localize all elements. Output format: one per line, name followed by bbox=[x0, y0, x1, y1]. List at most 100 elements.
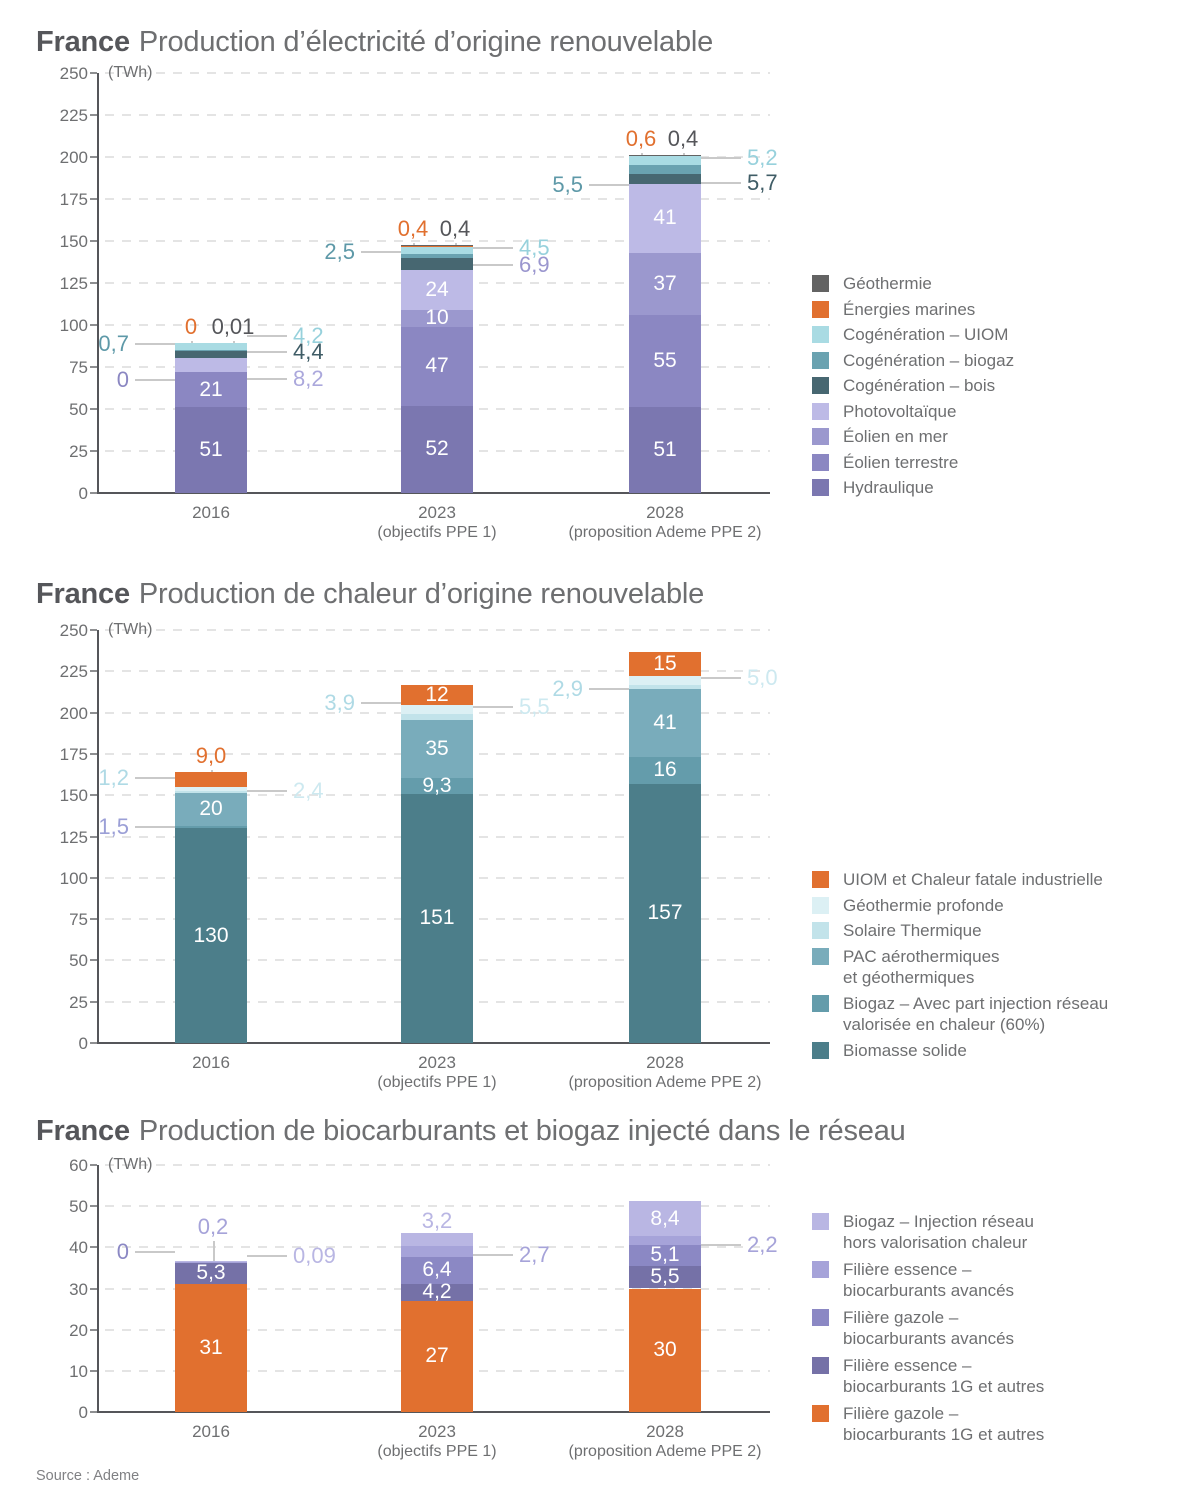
top-callout-label: 3,2 bbox=[421, 1207, 453, 1233]
bar-segment bbox=[629, 1235, 701, 1245]
legend-swatch bbox=[812, 1041, 829, 1059]
bar-segment bbox=[175, 828, 247, 1043]
legend-label: Solaire Thermique bbox=[843, 921, 982, 940]
bar-segment bbox=[401, 269, 473, 310]
legend-label: Hydraulique bbox=[843, 478, 934, 497]
top-callout-label: 9,0 bbox=[195, 742, 227, 768]
y-tick-label: 0 bbox=[78, 1403, 88, 1422]
y-tick-mark bbox=[90, 114, 97, 116]
y-tick-label: 200 bbox=[59, 703, 88, 723]
chart3-title: France Production de biocarburants et bio… bbox=[36, 1115, 906, 1148]
source-note: Source : Ademe bbox=[36, 1468, 140, 1484]
value-label: 37 bbox=[653, 271, 677, 295]
y-tick-label: 100 bbox=[59, 316, 88, 335]
bar-segment bbox=[629, 165, 701, 175]
bar-segment bbox=[629, 651, 701, 677]
value-label: 16 bbox=[653, 758, 677, 782]
bar-segment bbox=[175, 1284, 247, 1412]
chart3-title-country: France bbox=[36, 1115, 130, 1147]
y-tick-label: 50 bbox=[69, 951, 88, 971]
x-axis-sublabel: (objectifs PPE 1) bbox=[377, 1443, 497, 1460]
value-label: 130 bbox=[193, 923, 229, 947]
leader-line bbox=[589, 688, 629, 691]
y-tick-mark bbox=[90, 1246, 97, 1249]
bar-segment bbox=[401, 326, 473, 406]
top-callout-label: 0,4 bbox=[667, 125, 699, 151]
callout-label: 0,7 bbox=[98, 331, 129, 357]
chart2-title-text: Production de chaleur d’origine renouvel… bbox=[138, 578, 705, 610]
callout-label: 0 bbox=[116, 367, 129, 393]
y-tick-mark bbox=[90, 1287, 97, 1290]
value-label: 52 bbox=[425, 437, 449, 461]
y-tick-label: 30 bbox=[69, 1279, 88, 1299]
legend-swatch bbox=[812, 994, 829, 1012]
legend-label: Biogaz – Injection réseau bbox=[843, 1212, 1034, 1231]
y-tick-mark bbox=[90, 918, 97, 921]
value-label: 9,3 bbox=[422, 773, 452, 797]
y-tick-label: 175 bbox=[59, 744, 88, 764]
legend-swatch bbox=[812, 453, 829, 471]
bar-segment bbox=[629, 156, 701, 166]
leader-line bbox=[247, 350, 287, 353]
y-tick-label: 200 bbox=[59, 148, 88, 167]
top-callout-label: 0,6 bbox=[625, 125, 657, 151]
bar-segment bbox=[175, 792, 247, 826]
gridline bbox=[105, 1164, 770, 1166]
bar-segment bbox=[401, 244, 473, 246]
legend-label: Géothermie profonde bbox=[843, 895, 1004, 915]
leader-line bbox=[135, 343, 175, 346]
leader-line bbox=[135, 826, 175, 828]
y-axis-unit: (TWh) bbox=[108, 1156, 153, 1173]
x-axis-line bbox=[97, 1411, 770, 1413]
leader-line bbox=[701, 182, 741, 185]
legend-label: Cogénération – bois bbox=[843, 376, 996, 395]
bar-segment bbox=[175, 1261, 247, 1263]
value-label: 55 bbox=[653, 349, 677, 373]
leader-line bbox=[589, 183, 629, 186]
callout-label: 2,9 bbox=[552, 676, 583, 702]
legend-label: Géothermie bbox=[843, 274, 932, 293]
y-tick-mark bbox=[90, 629, 97, 631]
leader-line bbox=[247, 1254, 287, 1257]
gridline bbox=[105, 670, 770, 673]
bar-segment bbox=[401, 720, 473, 779]
y-tick-mark bbox=[90, 1164, 97, 1166]
y-tick-mark bbox=[90, 198, 97, 200]
bar-segment bbox=[175, 790, 247, 793]
legend-swatch bbox=[812, 275, 829, 292]
y-axis-line bbox=[97, 73, 99, 493]
chart1-title-country: France bbox=[36, 26, 130, 58]
value-label: 8,4 bbox=[650, 1206, 680, 1230]
value-label: 41 bbox=[653, 711, 677, 735]
value-label: 21 bbox=[199, 377, 223, 401]
bar-segment bbox=[629, 174, 701, 184]
y-tick-label: 25 bbox=[69, 992, 88, 1012]
bar-segment bbox=[629, 314, 701, 408]
x-axis-sublabel: (proposition Ademe PPE 2) bbox=[568, 1443, 762, 1460]
y-tick-label: 250 bbox=[59, 64, 88, 83]
bar-segment bbox=[401, 253, 473, 258]
bar-segment bbox=[401, 685, 473, 705]
callout-label: 4,5 bbox=[519, 234, 550, 260]
leader-line bbox=[135, 776, 175, 779]
legend-label: UIOM et Chaleur fatale industrielle bbox=[843, 870, 1103, 889]
legend-label: Énergies marines bbox=[843, 299, 976, 319]
y-tick-mark bbox=[90, 1369, 97, 1372]
y-tick-label: 40 bbox=[69, 1238, 88, 1258]
legend-swatch bbox=[812, 326, 829, 343]
legend-label: Filière gazole – bbox=[843, 1404, 959, 1423]
value-label: 30 bbox=[653, 1338, 677, 1362]
value-label: 51 bbox=[653, 438, 677, 462]
chart1-title: France Production d’électricité d’origine… bbox=[36, 26, 713, 59]
legend-swatch bbox=[812, 428, 829, 445]
y-tick-label: 50 bbox=[69, 400, 88, 419]
leader-line bbox=[213, 1241, 215, 1262]
y-tick-label: 250 bbox=[59, 621, 88, 640]
bar-segment bbox=[401, 309, 473, 327]
bar-segment bbox=[401, 704, 473, 714]
legend-label: Filière essence – bbox=[843, 1260, 972, 1279]
gridline bbox=[105, 114, 770, 116]
y-tick-mark bbox=[90, 752, 97, 755]
bar-segment bbox=[401, 778, 473, 794]
bar-segment bbox=[401, 713, 473, 721]
